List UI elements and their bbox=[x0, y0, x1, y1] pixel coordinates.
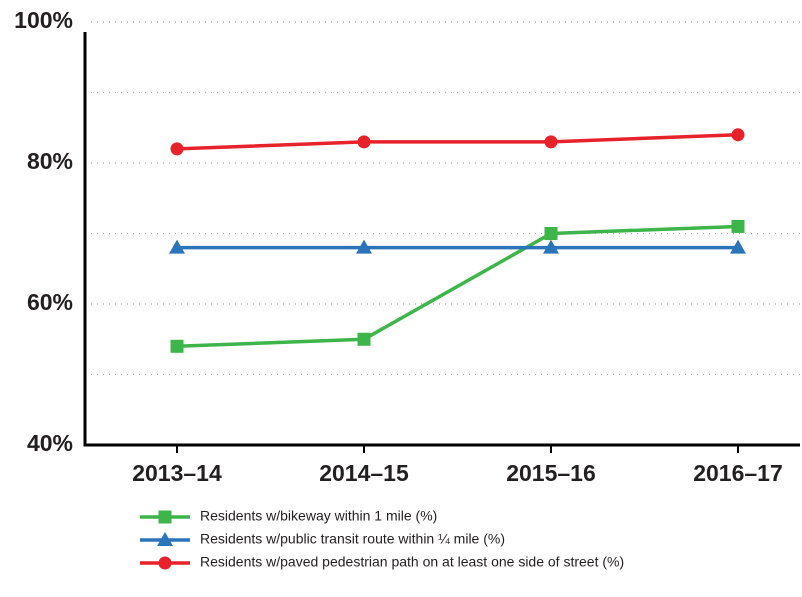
legend-label: Residents w/public transit route within … bbox=[200, 531, 505, 547]
legend-label: Residents w/paved pedestrian path on at … bbox=[200, 554, 624, 570]
y-tick-label: 60% bbox=[27, 289, 73, 315]
legend-marker bbox=[158, 556, 172, 570]
x-tick-label: 2013–14 bbox=[132, 460, 222, 486]
y-tick-label: 100% bbox=[14, 7, 73, 33]
data-point bbox=[544, 227, 558, 240]
data-point bbox=[731, 219, 745, 233]
data-point bbox=[731, 128, 745, 142]
y-tick-label: 80% bbox=[27, 148, 73, 174]
data-point bbox=[170, 339, 184, 353]
legend-label: Residents w/bikeway within 1 mile (%) bbox=[200, 508, 437, 524]
legend-marker bbox=[158, 510, 172, 524]
series-line bbox=[176, 133, 739, 151]
y-tick-label: 40% bbox=[27, 430, 73, 456]
data-point bbox=[357, 332, 371, 346]
data-point bbox=[544, 135, 558, 149]
data-point bbox=[170, 142, 184, 156]
legend-marker bbox=[157, 532, 173, 546]
x-tick-label: 2015–16 bbox=[506, 460, 596, 486]
data-point bbox=[357, 135, 371, 149]
data-point bbox=[730, 239, 746, 254]
data-point bbox=[356, 239, 372, 254]
x-tick-label: 2014–15 bbox=[319, 460, 409, 486]
series-line bbox=[176, 224, 739, 349]
data-point bbox=[543, 239, 559, 254]
x-tick-label: 2016–17 bbox=[693, 460, 783, 486]
data-point bbox=[169, 239, 185, 254]
